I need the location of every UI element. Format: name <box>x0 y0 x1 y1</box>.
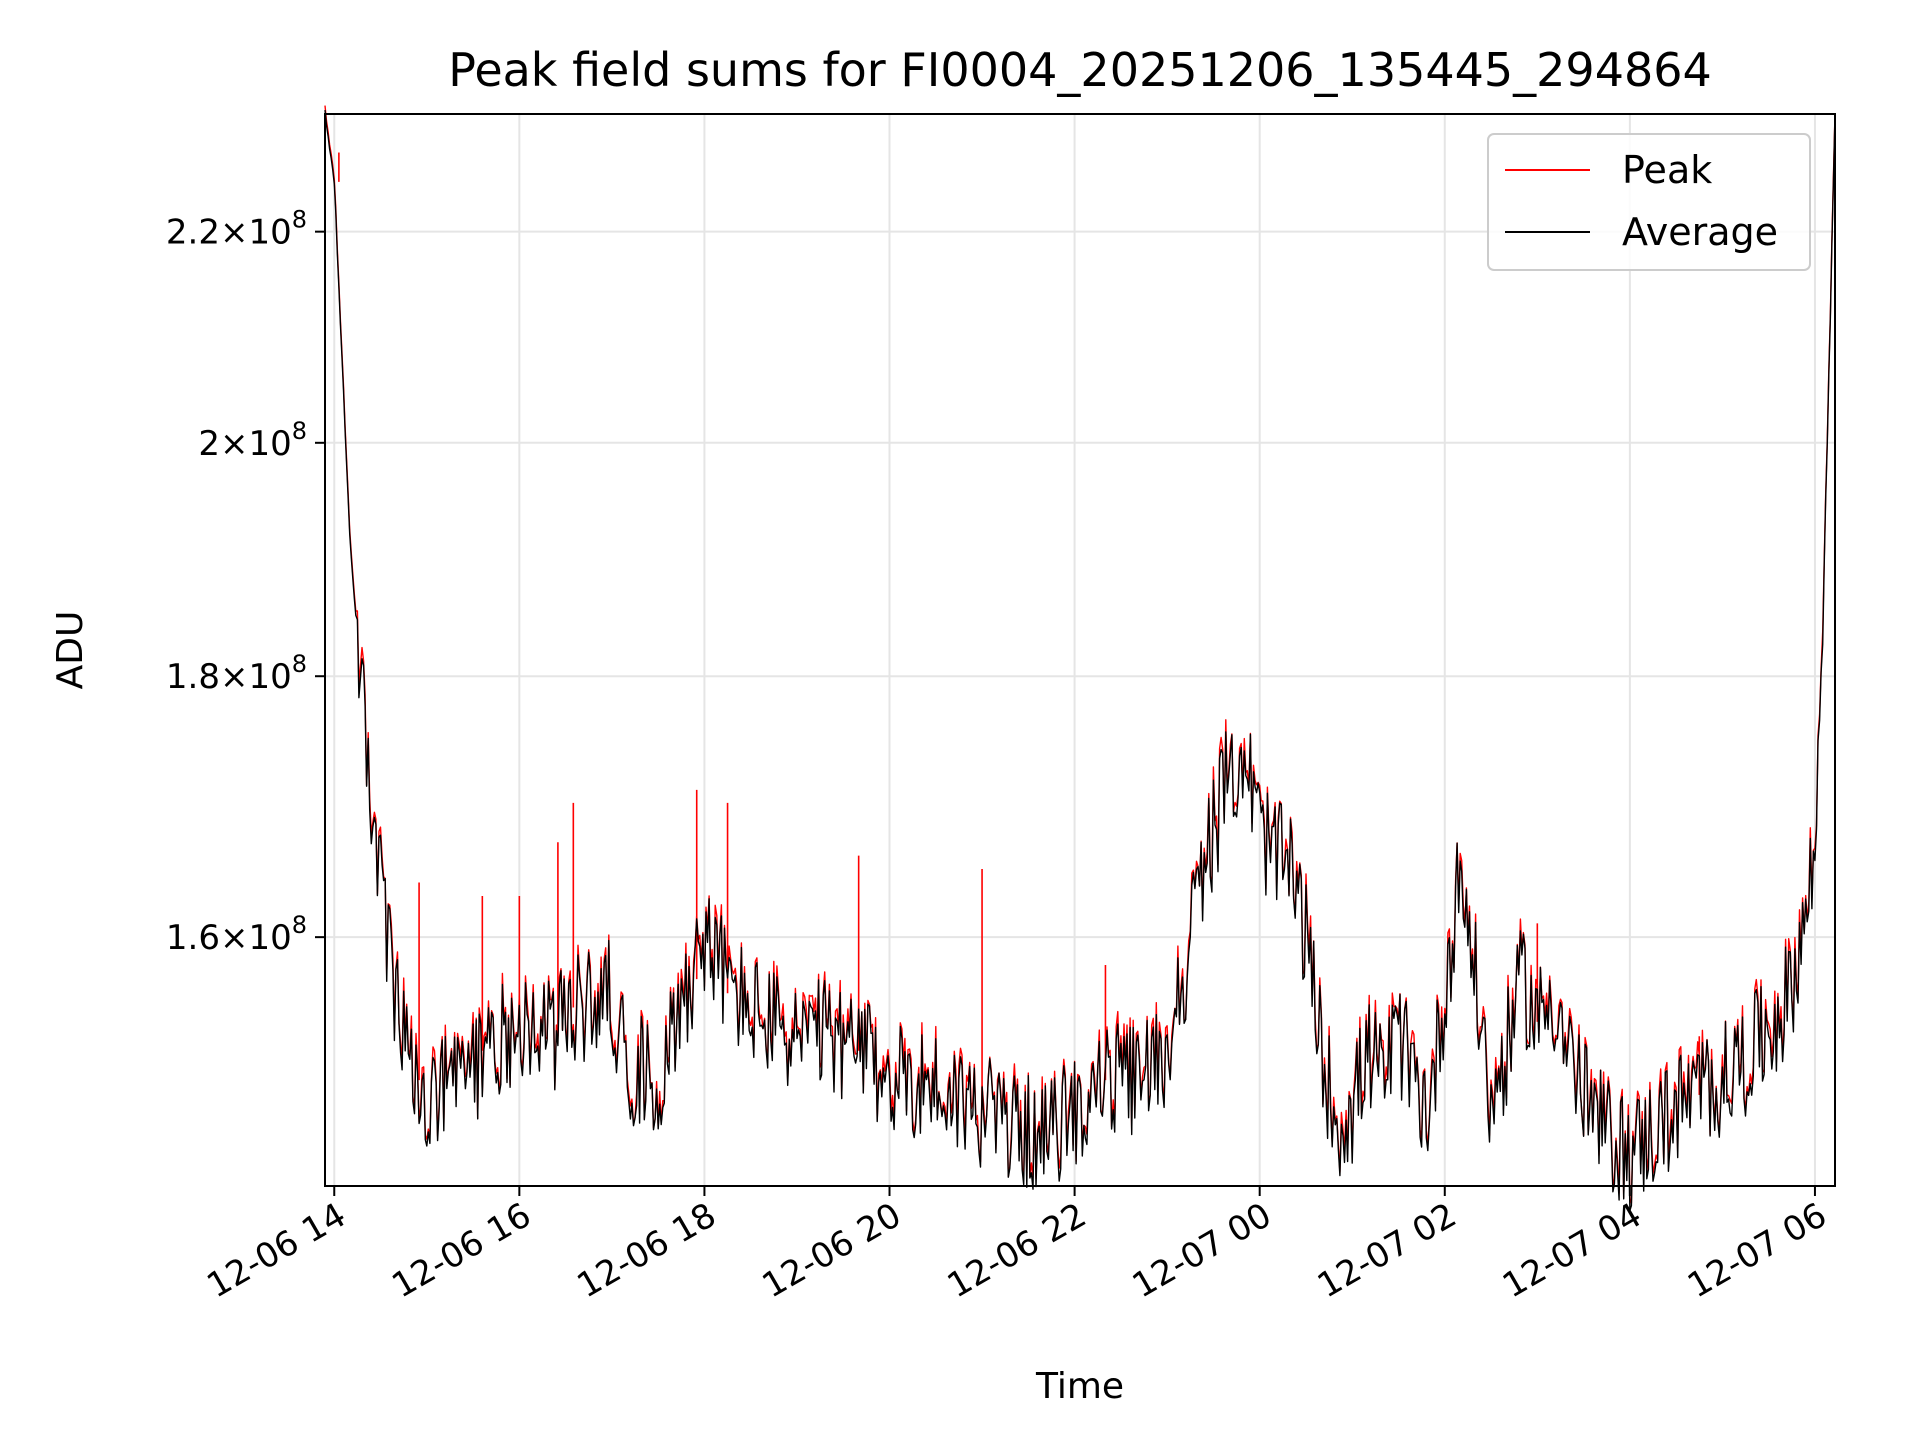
legend-label-average: Average <box>1622 210 1778 254</box>
average-line <box>324 110 1836 1212</box>
chart-title: Peak field sums for FI0004_20251206_1354… <box>448 43 1712 97</box>
y-axis: 1.6×108 1.8×108 2×108 2.2×108 <box>166 206 325 958</box>
series-layer <box>324 105 1836 1212</box>
x-axis: 12-06 14 12-06 16 12-06 18 12-06 20 12-06 22… <box>200 1186 1833 1306</box>
y-axis-label: ADU <box>50 611 91 690</box>
x-tick-label: 12-06 14 <box>200 1195 352 1306</box>
x-tick-label: 12-06 22 <box>941 1195 1093 1306</box>
y-tick-label: 2×108 <box>198 417 307 464</box>
series-average <box>324 110 1836 1212</box>
x-tick-label: 12-06 16 <box>385 1195 537 1306</box>
plot-frame <box>324 113 1836 1187</box>
y-tick-label: 1.8×108 <box>166 650 307 697</box>
x-axis-label: Time <box>1035 1366 1124 1407</box>
legend: Peak Average <box>1487 133 1811 271</box>
x-tick-label: 12-07 00 <box>1126 1195 1278 1306</box>
x-tick-label: 12-07 06 <box>1681 1195 1833 1306</box>
y-tick-label: 1.6×108 <box>166 911 307 958</box>
legend-box <box>1487 133 1811 271</box>
x-tick-label: 12-06 18 <box>571 1195 723 1306</box>
x-tick-label: 12-07 04 <box>1496 1195 1648 1306</box>
grid-lines <box>325 114 1835 1186</box>
x-tick-label: 12-06 20 <box>756 1195 908 1306</box>
y-tick-label: 2.2×108 <box>166 206 307 253</box>
legend-label-peak: Peak <box>1622 148 1712 192</box>
x-tick-label: 12-07 02 <box>1311 1195 1463 1306</box>
